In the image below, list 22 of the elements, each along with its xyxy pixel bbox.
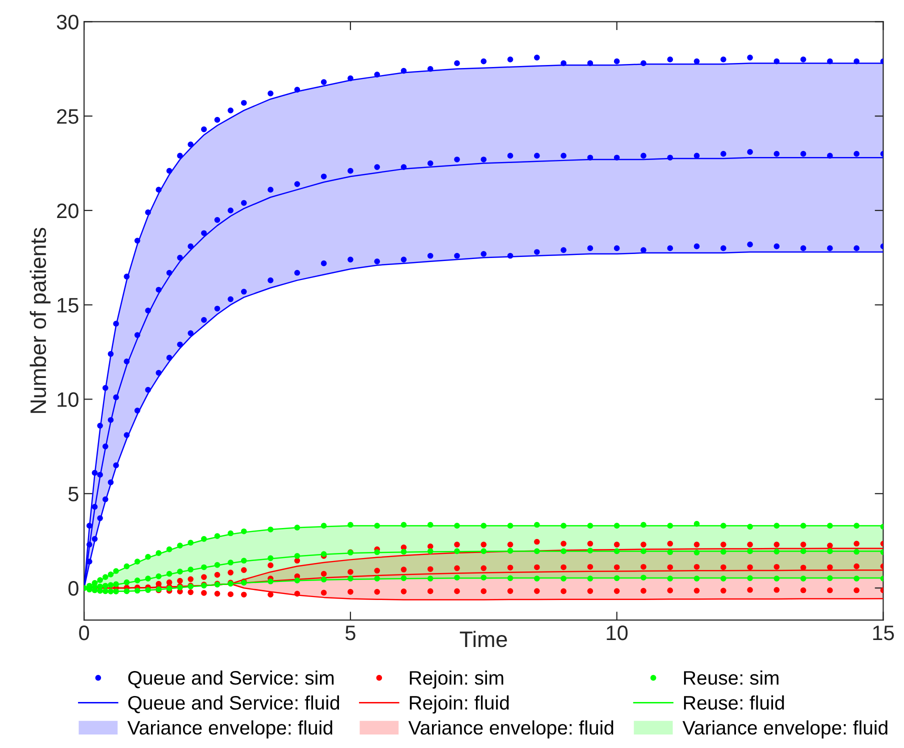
y-tick-label: 20 bbox=[57, 203, 78, 218]
legend-label: Reuse: sim bbox=[684, 670, 778, 685]
legend-label: Reuse: fluid bbox=[684, 695, 784, 710]
y-tick-label: 10 bbox=[58, 392, 78, 407]
x-axis-title: Time bbox=[460, 630, 507, 648]
legend-label: Variance envelope: fluid bbox=[682, 720, 888, 738]
y-tick-label: 15 bbox=[58, 298, 78, 313]
x-tick-label: 5 bbox=[345, 626, 356, 640]
legend-label: Queue and Service: fluid bbox=[128, 695, 340, 714]
y-tick-label: 25 bbox=[57, 109, 78, 124]
legend-label: Rejoin: fluid bbox=[410, 695, 509, 714]
y-tick-label: 30 bbox=[56, 14, 78, 30]
x-tick-label: 0 bbox=[79, 626, 90, 640]
legend-label: Queue and Service: sim bbox=[128, 670, 334, 688]
y-axis-title: Number of patients bbox=[30, 228, 50, 413]
y-tick-label: 0 bbox=[68, 581, 78, 596]
legend-label: Variance envelope: fluid bbox=[127, 720, 332, 738]
x-tick-label: 10 bbox=[606, 626, 628, 640]
y-tick-label: 5 bbox=[68, 486, 78, 502]
legend-label: Variance envelope: fluid bbox=[408, 720, 614, 738]
legend-label: Rejoin: sim bbox=[410, 670, 504, 689]
x-tick-label: 15 bbox=[873, 626, 894, 640]
